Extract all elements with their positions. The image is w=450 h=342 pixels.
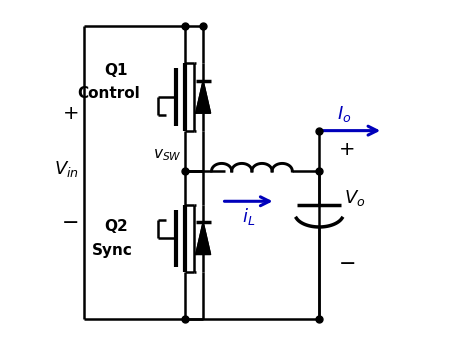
Polygon shape	[196, 81, 211, 113]
Text: $+$: $+$	[62, 104, 79, 123]
Text: $V_{in}$: $V_{in}$	[54, 159, 79, 179]
Text: $+$: $+$	[338, 140, 354, 159]
Text: $V_o$: $V_o$	[344, 188, 366, 208]
Text: Q2: Q2	[104, 219, 127, 234]
Text: Q1: Q1	[104, 63, 127, 78]
Polygon shape	[196, 222, 211, 254]
Text: $i_L$: $i_L$	[242, 206, 255, 227]
Text: Control: Control	[77, 86, 140, 101]
Text: $v_{SW}$: $v_{SW}$	[153, 147, 181, 162]
Text: $-$: $-$	[338, 252, 355, 272]
Text: $I_o$: $I_o$	[337, 104, 351, 124]
Text: $-$: $-$	[61, 211, 79, 232]
Text: Sync: Sync	[92, 242, 133, 258]
